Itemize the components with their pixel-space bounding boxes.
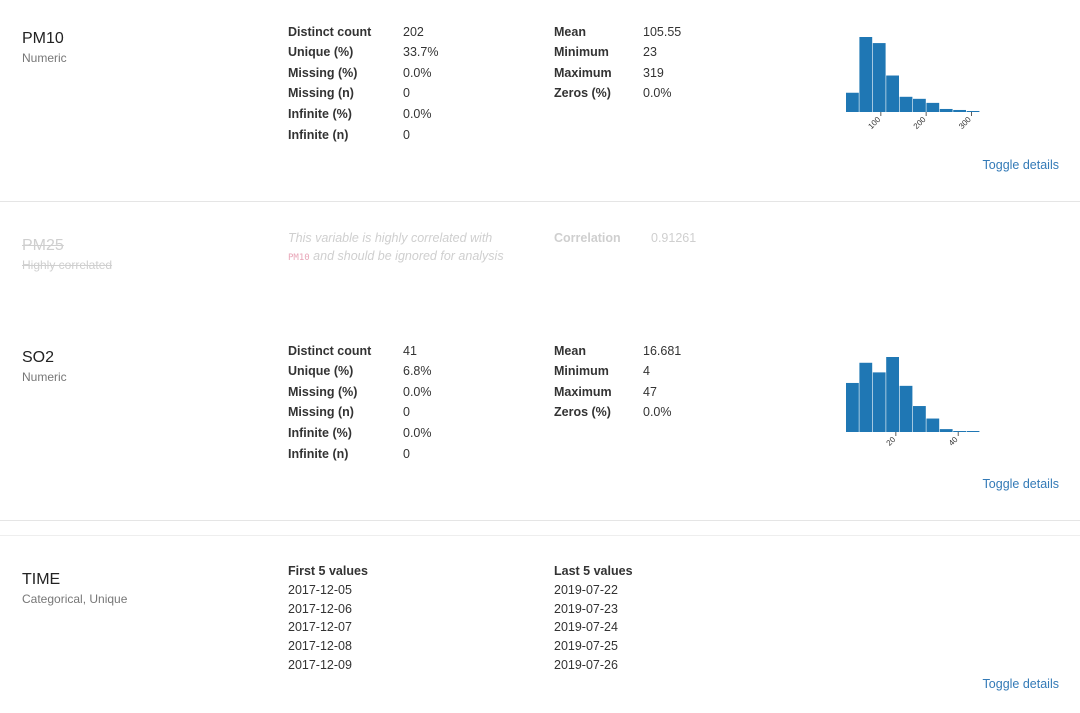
axis-tick-label: 20 [885,435,898,448]
stat-value: 202 [403,25,424,39]
histogram-bar [966,431,980,432]
histogram-bar [846,92,859,112]
histogram-bar [953,109,966,112]
stat-label: Missing (%) [288,385,358,399]
correlation-value: 0.91261 [651,231,697,245]
correlation-label: Correlation [554,231,621,245]
correlation-warning: This variable is highly correlated with … [288,229,538,267]
axis-tick-label: 100 [866,115,882,131]
histogram-bar [913,406,926,432]
toggle-details-link[interactable]: Toggle details [982,677,1059,691]
last-values-heading: Last 5 values [554,564,633,578]
pm10-histogram: 100 200 300 [846,37,980,131]
histogram-bar [926,418,940,432]
stat-value: 0 [403,405,410,419]
stat-value: 0.0% [403,385,432,399]
correlated-variable-code: PM10 [288,253,310,263]
axis-tick-label: 200 [912,115,928,131]
stat-value: 0.0% [403,66,432,80]
stat-value: 0 [403,86,410,100]
stat-label: Unique (%) [288,45,354,59]
last-value: 2019-07-24 [554,620,618,634]
histogram-bar [872,372,886,432]
last-value: 2019-07-25 [554,639,618,653]
histogram-bar [859,37,873,112]
first-values-heading: First 5 values [288,564,368,578]
toggle-details-link[interactable]: Toggle details [982,477,1059,491]
stat-value: 16.681 [643,344,682,358]
stat-label: Missing (n) [288,86,354,100]
stat-label: Minimum [554,364,609,378]
stat-label: Zeros (%) [554,405,611,419]
variable-type: Numeric [22,370,67,384]
section-divider [0,535,1080,536]
first-value: 2017-12-06 [288,602,352,616]
histogram-bar [939,429,953,432]
toggle-details-link[interactable]: Toggle details [982,158,1059,172]
variable-type: Highly correlated [22,258,113,272]
section-divider [0,201,1080,202]
stat-label: Missing (n) [288,405,354,419]
histogram-bar [886,357,899,432]
stat-label: Mean [554,344,586,358]
last-value: 2019-07-26 [554,658,618,672]
stat-label: Infinite (n) [288,128,349,142]
variable-name: PM25 [22,237,64,254]
first-value: 2017-12-05 [288,583,352,597]
variable-type: Numeric [22,51,67,65]
so2-histogram: 20 40 [846,357,980,448]
stat-value: 0 [403,447,410,461]
stat-label: Distinct count [288,344,372,358]
histogram-bar [913,98,926,112]
stat-label: Missing (%) [288,66,358,80]
stat-value: 6.8% [403,364,432,378]
variable-name: PM10 [22,30,64,47]
histogram-bar [872,43,886,112]
stat-value: 0.0% [403,426,432,440]
first-value: 2017-12-07 [288,620,352,634]
stat-value: 0 [403,128,410,142]
stat-value: 0.0% [643,86,672,100]
stat-value: 33.7% [403,45,439,59]
histogram-bar [886,75,899,112]
stat-label: Zeros (%) [554,86,611,100]
stat-value: 0.0% [643,405,672,419]
axis-tick-label: 40 [947,435,960,448]
warning-text: and should be ignored for analysis [313,249,504,263]
stat-value: 4 [643,364,650,378]
histogram-bar [926,102,940,112]
stat-value: 0.0% [403,107,432,121]
stat-label: Unique (%) [288,364,354,378]
stat-label: Maximum [554,66,612,80]
stat-label: Mean [554,25,586,39]
variable-type: Categorical, Unique [22,592,128,606]
stat-label: Distinct count [288,25,372,39]
variable-name: SO2 [22,349,55,366]
warning-text: This variable is highly correlated with [288,231,493,245]
stat-value: 47 [643,385,657,399]
variable-name: TIME [22,571,61,588]
stat-label: Maximum [554,385,612,399]
stat-value: 105.55 [643,25,682,39]
histogram-bar [859,362,873,432]
section-divider [0,520,1080,521]
stat-value: 319 [643,66,664,80]
histogram-bar [953,431,966,432]
stat-label: Infinite (%) [288,107,352,121]
stat-label: Infinite (n) [288,447,349,461]
histogram-bar [846,382,859,432]
stat-value: 41 [403,344,417,358]
histogram-bar [899,96,913,112]
stat-value: 23 [643,45,657,59]
stat-label: Minimum [554,45,609,59]
histogram-bar [899,385,913,432]
stat-label: Infinite (%) [288,426,352,440]
first-value: 2017-12-08 [288,639,352,653]
first-value: 2017-12-09 [288,658,352,672]
histogram-bar [966,110,980,112]
last-value: 2019-07-22 [554,583,618,597]
histogram-bar [939,108,953,112]
last-value: 2019-07-23 [554,602,618,616]
axis-tick-label: 300 [957,115,973,131]
